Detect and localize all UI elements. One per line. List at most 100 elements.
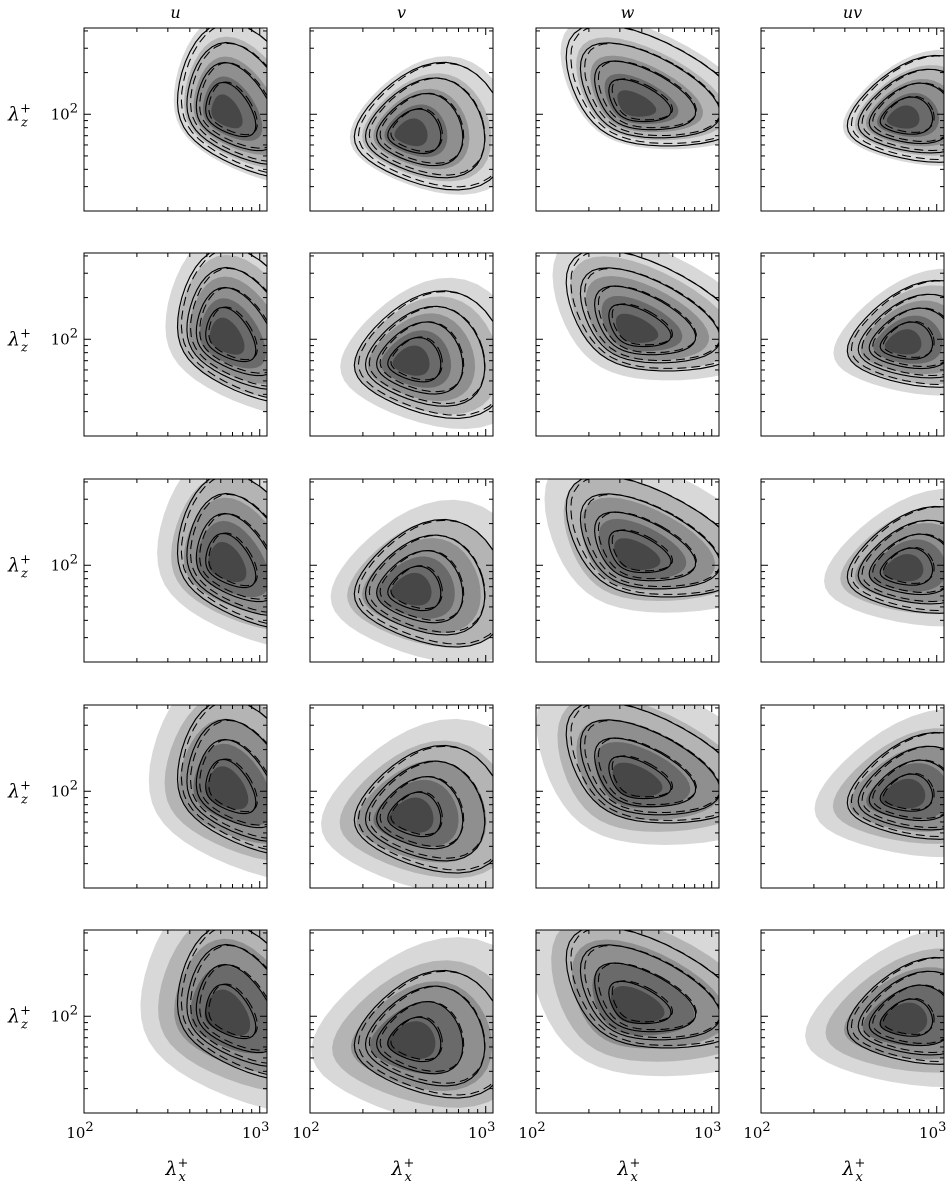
- contour-dashed-3: [379, 775, 465, 847]
- panel-frame: [309, 27, 494, 212]
- panel-r5-uv: [760, 929, 945, 1114]
- contour-dashed-3: [597, 511, 697, 580]
- contour-dashed-2: [368, 306, 486, 405]
- contour-dashed-1: [850, 957, 944, 1063]
- panel-r2-v: [309, 252, 494, 437]
- shaded-level-5: [615, 313, 659, 343]
- contour-dashed-2: [190, 493, 267, 613]
- panel-r3-uv: [760, 478, 945, 663]
- shaded-level-5: [386, 1021, 436, 1059]
- contour-dashed-1: [850, 55, 944, 161]
- contour-dashed-4: [882, 997, 935, 1035]
- panel-frame: [535, 478, 720, 663]
- contour-dashed-1: [357, 62, 493, 188]
- panel-r4-w: [535, 704, 720, 889]
- contour-dashed-3: [597, 60, 697, 129]
- contour-dashed-4: [611, 529, 673, 572]
- y-tick-label: 102: [51, 326, 78, 348]
- panel-frame: [83, 27, 268, 212]
- contour-dashed-4: [611, 78, 673, 121]
- panel-r3-v: [309, 478, 494, 663]
- contour-solid-4: [879, 773, 934, 812]
- x-tick-label: 103: [468, 1120, 495, 1142]
- panel-r1-uv: [760, 27, 945, 212]
- contour-dashed-4: [390, 1016, 443, 1061]
- panel-r1-u: [83, 27, 268, 212]
- panel-frame: [309, 929, 494, 1114]
- contour-solid-1: [176, 930, 267, 1079]
- x-tick-label: 103: [919, 1120, 946, 1142]
- contour-solid-4: [879, 96, 934, 135]
- contour-dashed-4: [611, 755, 673, 798]
- contour-solid-2: [579, 42, 719, 139]
- contour-solid-4: [608, 980, 672, 1025]
- contour-dashed-4: [390, 336, 443, 381]
- shaded-level-5: [617, 90, 657, 117]
- column-title-u: u: [170, 3, 180, 22]
- x-tick-label: 103: [242, 1120, 269, 1142]
- x-axis-label: λ+ x: [842, 1156, 866, 1185]
- contour-dashed-2: [190, 42, 267, 162]
- panel-r2-uv: [760, 252, 945, 437]
- panel-frame: [309, 478, 494, 663]
- shaded-level-5: [392, 345, 430, 376]
- contour-solid-3: [594, 285, 697, 356]
- contour-dashed-1: [357, 745, 493, 871]
- contour-solid-2: [579, 719, 719, 816]
- shaded-level-5: [612, 762, 663, 798]
- x-tick-label: 103: [694, 1120, 721, 1142]
- contour-dashed-1: [850, 506, 944, 612]
- panel-grid: [83, 27, 945, 1114]
- contour-dashed-4: [208, 532, 258, 587]
- panel-frame: [83, 252, 268, 437]
- column-title-uv: uv: [843, 3, 862, 22]
- contour-dashed-4: [390, 107, 443, 153]
- contour-dashed-2: [368, 760, 486, 859]
- contour-dashed-1: [850, 732, 944, 838]
- contour-solid-4: [608, 529, 672, 574]
- contour-solid-1: [353, 61, 493, 191]
- x-tick-label: 102: [743, 1120, 770, 1142]
- shaded-level-5: [394, 118, 428, 147]
- contour-solid-1: [353, 518, 493, 648]
- contour-dashed-2: [368, 985, 486, 1084]
- contour-solid-4: [879, 547, 934, 586]
- contour-dashed-4: [208, 81, 258, 136]
- contour-solid-1: [353, 290, 493, 419]
- contour-dashed-3: [379, 549, 465, 621]
- contour-solid-1: [565, 705, 719, 824]
- contour-solid-1: [353, 744, 493, 874]
- panel-r2-u: [83, 252, 268, 437]
- x-tick-label: 102: [66, 1120, 93, 1142]
- contour-dashed-2: [190, 944, 267, 1064]
- shaded-level-5: [879, 1002, 928, 1035]
- y-tick-label: 102: [51, 552, 78, 574]
- panel-frame: [760, 929, 945, 1114]
- contour-dashed-4: [882, 95, 935, 133]
- contour-solid-4: [387, 1016, 442, 1063]
- contour-solid-1: [176, 479, 267, 628]
- contour-solid-3: [594, 511, 697, 582]
- shaded-level-5: [614, 538, 661, 571]
- panel-r5-u: [83, 929, 268, 1114]
- panel-r4-u: [83, 704, 268, 889]
- panel-r1-v: [309, 27, 494, 212]
- panel-frame: [760, 704, 945, 889]
- contour-solid-1: [353, 969, 493, 1099]
- contour-solid-1: [565, 28, 719, 147]
- contour-dashed-4: [882, 546, 935, 584]
- contour-dashed-3: [379, 92, 465, 164]
- panel-frame: [760, 478, 945, 663]
- shaded-level-5: [208, 541, 247, 583]
- contour-solid-4: [608, 303, 672, 348]
- contour-dashed-4: [390, 791, 443, 836]
- column-title-w: w: [621, 3, 635, 22]
- panel-frame: [83, 704, 268, 889]
- shaded-level-5: [886, 105, 920, 129]
- contour-solid-2: [579, 493, 719, 590]
- shaded-level-5: [881, 778, 926, 809]
- panel-frame: [309, 704, 494, 889]
- x-axis-label: λ+ x: [617, 1156, 641, 1185]
- x-axis-label: λ+ x: [391, 1156, 415, 1185]
- contour-solid-4: [879, 998, 934, 1037]
